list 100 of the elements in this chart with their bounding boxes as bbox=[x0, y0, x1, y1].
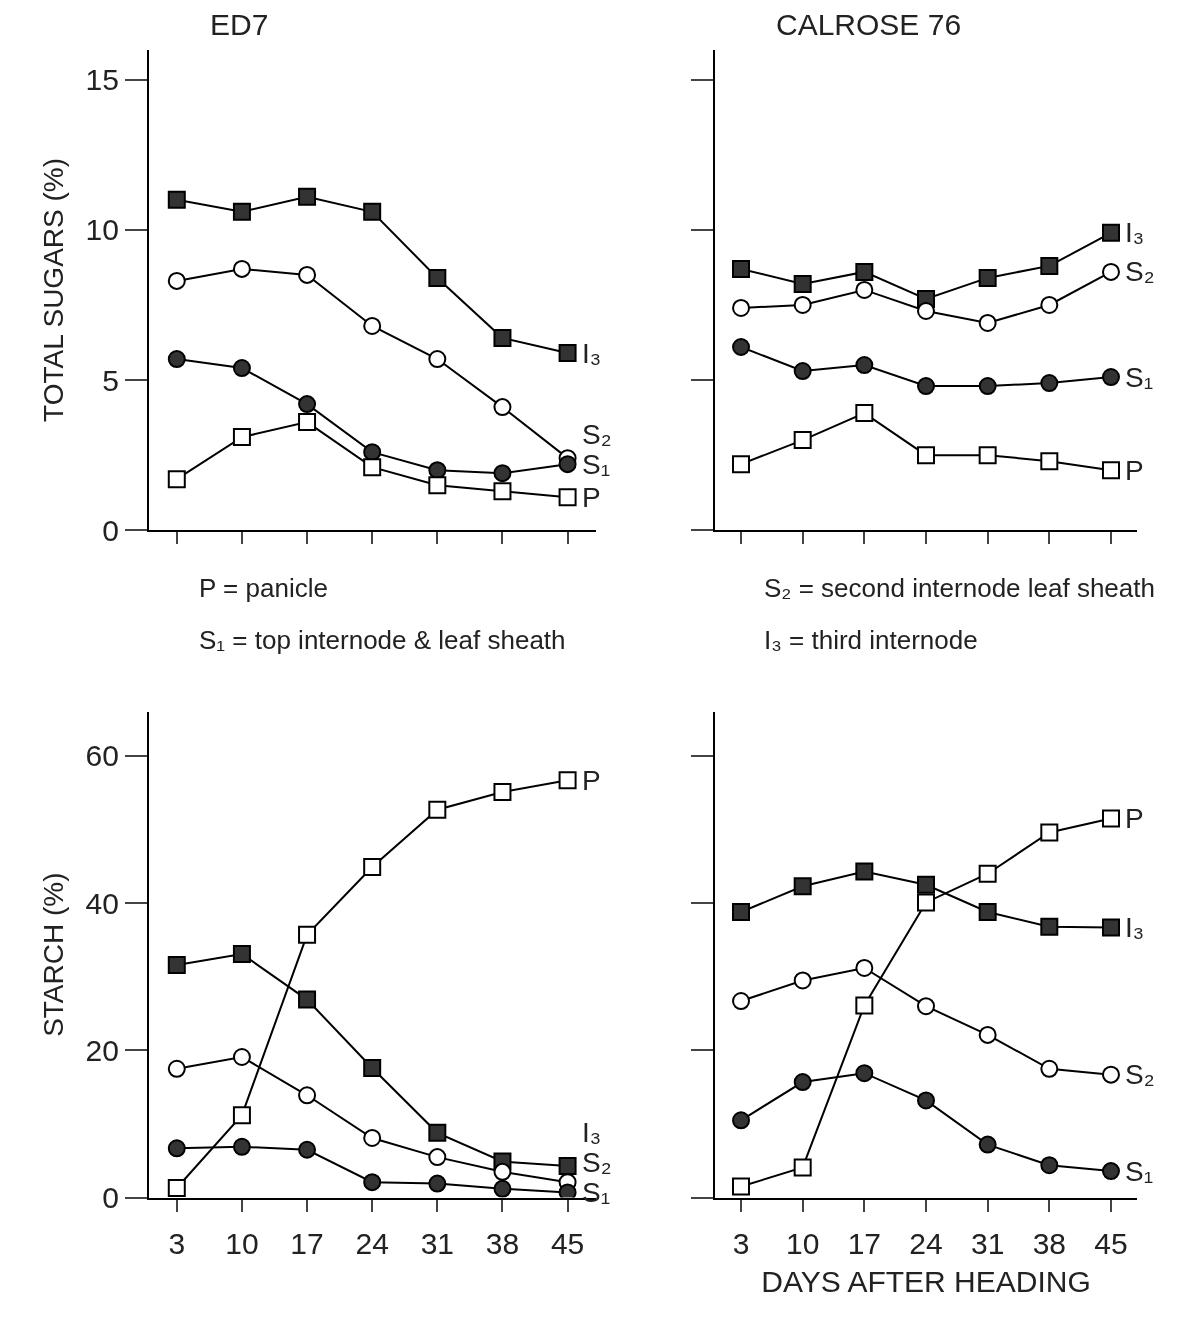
point bbox=[917, 301, 935, 320]
point bbox=[855, 262, 874, 281]
point bbox=[978, 864, 997, 883]
point bbox=[917, 377, 935, 396]
series-label: P bbox=[1125, 803, 1144, 834]
y-tick-label: 20 bbox=[85, 1033, 119, 1067]
point bbox=[363, 316, 382, 335]
point bbox=[978, 902, 997, 921]
point bbox=[428, 800, 447, 819]
point bbox=[1101, 262, 1120, 281]
point bbox=[363, 858, 382, 877]
x-tick-label: 3 bbox=[732, 1226, 750, 1260]
text: P = panicle bbox=[199, 573, 328, 603]
point bbox=[1101, 368, 1120, 387]
point bbox=[793, 1158, 812, 1177]
point bbox=[732, 1111, 751, 1130]
point bbox=[363, 1128, 382, 1147]
point bbox=[493, 398, 512, 417]
y-tick-label: 0 bbox=[102, 513, 119, 547]
point bbox=[298, 413, 317, 432]
point bbox=[1040, 295, 1059, 314]
x-tick-label: 38 bbox=[485, 1226, 520, 1260]
point bbox=[363, 458, 382, 477]
series-label: P bbox=[1125, 455, 1144, 486]
point bbox=[978, 313, 997, 332]
point bbox=[428, 1174, 447, 1193]
point bbox=[558, 771, 577, 790]
x-tick-label: 10 bbox=[785, 1226, 820, 1260]
y-axis-title: TOTAL SUGARS (%) bbox=[37, 157, 69, 422]
point bbox=[558, 1183, 577, 1198]
point bbox=[167, 955, 186, 974]
point bbox=[855, 280, 874, 299]
point bbox=[978, 446, 997, 465]
point bbox=[1040, 374, 1059, 393]
point bbox=[428, 350, 447, 369]
point bbox=[855, 356, 874, 375]
text: S₁ = top internode & leaf sheath bbox=[199, 625, 566, 655]
x-tick-label: 17 bbox=[290, 1226, 324, 1260]
point bbox=[298, 925, 317, 944]
y-tick-label: 10 bbox=[85, 213, 119, 247]
point bbox=[917, 446, 935, 465]
point bbox=[917, 893, 935, 912]
point bbox=[1101, 1162, 1120, 1181]
point bbox=[363, 202, 382, 221]
point bbox=[167, 1139, 186, 1158]
point bbox=[732, 1177, 751, 1196]
series-label: S₂ bbox=[582, 1147, 612, 1178]
point bbox=[1101, 461, 1120, 480]
point bbox=[167, 1179, 186, 1198]
series-label: S₂ bbox=[1125, 256, 1155, 287]
point bbox=[428, 268, 447, 287]
x-tick-label: 24 bbox=[909, 1226, 943, 1260]
text: S₂ = second internode leaf sheath bbox=[764, 573, 1155, 603]
point bbox=[493, 783, 512, 802]
point bbox=[793, 877, 812, 896]
point bbox=[428, 1148, 447, 1167]
point bbox=[298, 1140, 317, 1159]
point bbox=[232, 944, 251, 963]
point bbox=[232, 202, 251, 221]
point bbox=[732, 902, 751, 921]
point bbox=[558, 344, 577, 363]
series-label: S₁ bbox=[582, 449, 611, 480]
point bbox=[232, 259, 251, 278]
series-label: I₃ bbox=[1125, 912, 1145, 943]
point bbox=[1040, 1059, 1059, 1078]
point bbox=[298, 395, 317, 414]
point bbox=[1040, 256, 1059, 275]
point bbox=[732, 992, 751, 1011]
y-tick-label: 15 bbox=[85, 63, 119, 97]
series-label: P bbox=[582, 765, 601, 796]
series-label: I₃ bbox=[582, 1117, 602, 1148]
point bbox=[493, 482, 512, 501]
point bbox=[917, 875, 935, 894]
point bbox=[978, 1025, 997, 1044]
point bbox=[558, 488, 577, 507]
x-tick-label: 24 bbox=[355, 1226, 389, 1260]
series-label: S₂ bbox=[582, 419, 612, 450]
point bbox=[428, 476, 447, 495]
text: I₃ = third internode bbox=[764, 625, 978, 655]
point bbox=[558, 455, 577, 474]
series-label: I₃ bbox=[1125, 217, 1145, 248]
x-tick-label: 45 bbox=[1094, 1226, 1128, 1260]
point bbox=[793, 431, 812, 450]
y-tick-label: 0 bbox=[102, 1181, 119, 1215]
point bbox=[232, 1048, 251, 1066]
point bbox=[732, 298, 751, 317]
point bbox=[855, 1064, 874, 1083]
point bbox=[1101, 809, 1120, 828]
x-tick-label: 31 bbox=[420, 1226, 455, 1260]
point bbox=[1101, 918, 1120, 937]
point bbox=[793, 295, 812, 314]
point bbox=[793, 274, 812, 293]
point bbox=[167, 350, 186, 369]
point bbox=[855, 996, 874, 1015]
x-tick-label: 10 bbox=[225, 1226, 259, 1260]
point bbox=[732, 455, 751, 474]
point bbox=[793, 971, 812, 990]
y-tick-label: 60 bbox=[85, 739, 119, 773]
point bbox=[917, 997, 935, 1016]
point bbox=[1040, 823, 1059, 842]
